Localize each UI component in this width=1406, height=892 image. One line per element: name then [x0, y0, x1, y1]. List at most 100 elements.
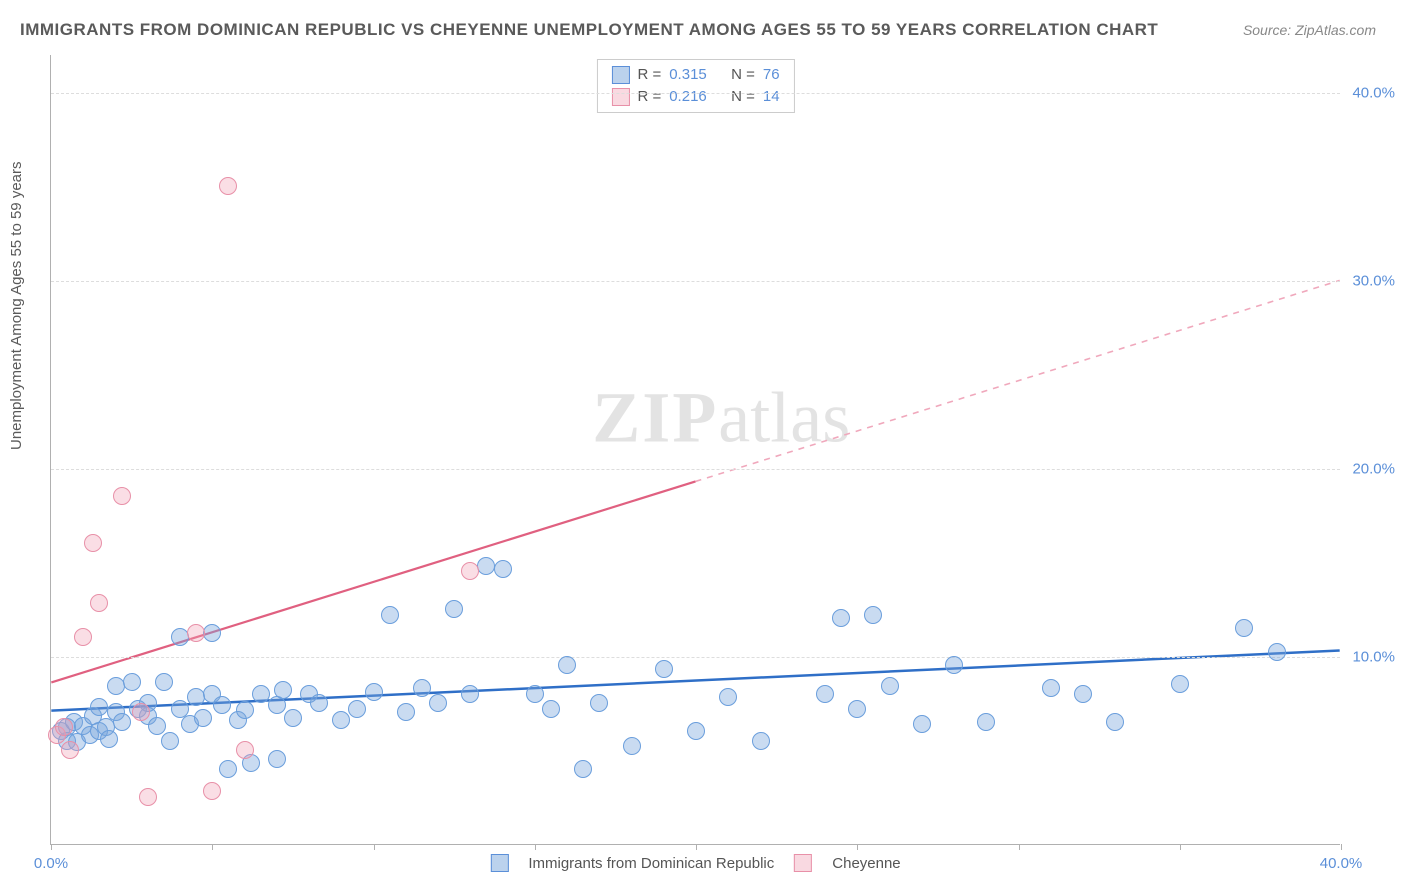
data-point — [655, 660, 673, 678]
x-tick-label: 40.0% — [1320, 855, 1363, 872]
data-point — [203, 782, 221, 800]
data-point — [194, 709, 212, 727]
data-point — [1171, 675, 1189, 693]
data-point — [623, 737, 641, 755]
data-point — [413, 679, 431, 697]
chart-title: IMMIGRANTS FROM DOMINICAN REPUBLIC VS CH… — [20, 20, 1158, 40]
data-point — [397, 703, 415, 721]
data-point — [590, 694, 608, 712]
data-point — [113, 713, 131, 731]
n-label: N = — [731, 86, 755, 108]
x-tick — [212, 844, 213, 850]
data-point — [913, 715, 931, 733]
data-point — [445, 600, 463, 618]
r-value: 0.315 — [669, 64, 707, 86]
x-tick-label: 0.0% — [34, 855, 68, 872]
data-point — [526, 685, 544, 703]
x-tick — [1019, 844, 1020, 850]
data-point — [977, 713, 995, 731]
data-point — [348, 700, 366, 718]
data-point — [100, 730, 118, 748]
data-point — [848, 700, 866, 718]
data-point — [381, 606, 399, 624]
data-point — [542, 700, 560, 718]
data-point — [1106, 713, 1124, 731]
legend-label-a: Immigrants from Dominican Republic — [528, 855, 774, 872]
grid-line — [51, 93, 1340, 94]
data-point — [187, 624, 205, 642]
data-point — [881, 677, 899, 695]
data-point — [213, 696, 231, 714]
swatch-icon — [611, 66, 629, 84]
data-point — [1268, 643, 1286, 661]
n-value: 14 — [763, 86, 780, 108]
y-tick-label: 30.0% — [1352, 272, 1395, 289]
data-point — [461, 562, 479, 580]
y-tick-label: 10.0% — [1352, 648, 1395, 665]
data-point — [219, 177, 237, 195]
data-point — [132, 703, 150, 721]
watermark-zip: ZIP — [592, 377, 718, 457]
data-point — [148, 717, 166, 735]
r-label: R = — [637, 64, 661, 86]
data-point — [945, 656, 963, 674]
watermark: ZIPatlas — [592, 376, 850, 459]
data-point — [687, 722, 705, 740]
data-point — [365, 683, 383, 701]
data-point — [61, 741, 79, 759]
data-point — [236, 701, 254, 719]
grid-line — [51, 469, 1340, 470]
legend-series: Immigrants from Dominican Republic Cheye… — [490, 854, 900, 872]
data-point — [161, 732, 179, 750]
data-point — [832, 609, 850, 627]
legend-label-b: Cheyenne — [832, 855, 900, 872]
grid-line — [51, 657, 1340, 658]
data-point — [574, 760, 592, 778]
x-tick — [51, 844, 52, 850]
x-tick — [696, 844, 697, 850]
data-point — [268, 750, 286, 768]
data-point — [558, 656, 576, 674]
data-point — [494, 560, 512, 578]
data-point — [203, 624, 221, 642]
data-point — [461, 685, 479, 703]
legend-statistics: R = 0.315 N = 76 R = 0.216 N = 14 — [596, 59, 794, 113]
n-value: 76 — [763, 64, 780, 86]
grid-line — [51, 281, 1340, 282]
y-tick-label: 40.0% — [1352, 84, 1395, 101]
data-point — [332, 711, 350, 729]
data-point — [236, 741, 254, 759]
swatch-icon — [794, 854, 812, 872]
data-point — [310, 694, 328, 712]
x-tick — [374, 844, 375, 850]
data-point — [864, 606, 882, 624]
r-label: R = — [637, 86, 661, 108]
r-value: 0.216 — [669, 86, 707, 108]
data-point — [816, 685, 834, 703]
data-point — [219, 760, 237, 778]
data-point — [155, 673, 173, 691]
swatch-icon — [490, 854, 508, 872]
watermark-atlas: atlas — [718, 377, 850, 457]
data-point — [84, 534, 102, 552]
data-point — [719, 688, 737, 706]
x-tick — [1180, 844, 1181, 850]
data-point — [252, 685, 270, 703]
y-axis-label: Unemployment Among Ages 55 to 59 years — [8, 161, 25, 450]
source-label: Source: ZipAtlas.com — [1243, 22, 1376, 38]
data-point — [477, 557, 495, 575]
data-point — [1042, 679, 1060, 697]
y-tick-label: 20.0% — [1352, 460, 1395, 477]
swatch-icon — [611, 88, 629, 106]
legend-row-blue: R = 0.315 N = 76 — [611, 64, 779, 86]
data-point — [284, 709, 302, 727]
x-tick — [1341, 844, 1342, 850]
data-point — [55, 718, 73, 736]
data-point — [139, 788, 157, 806]
data-point — [274, 681, 292, 699]
data-point — [74, 628, 92, 646]
data-point — [752, 732, 770, 750]
data-point — [1235, 619, 1253, 637]
data-point — [90, 594, 108, 612]
data-point — [1074, 685, 1092, 703]
